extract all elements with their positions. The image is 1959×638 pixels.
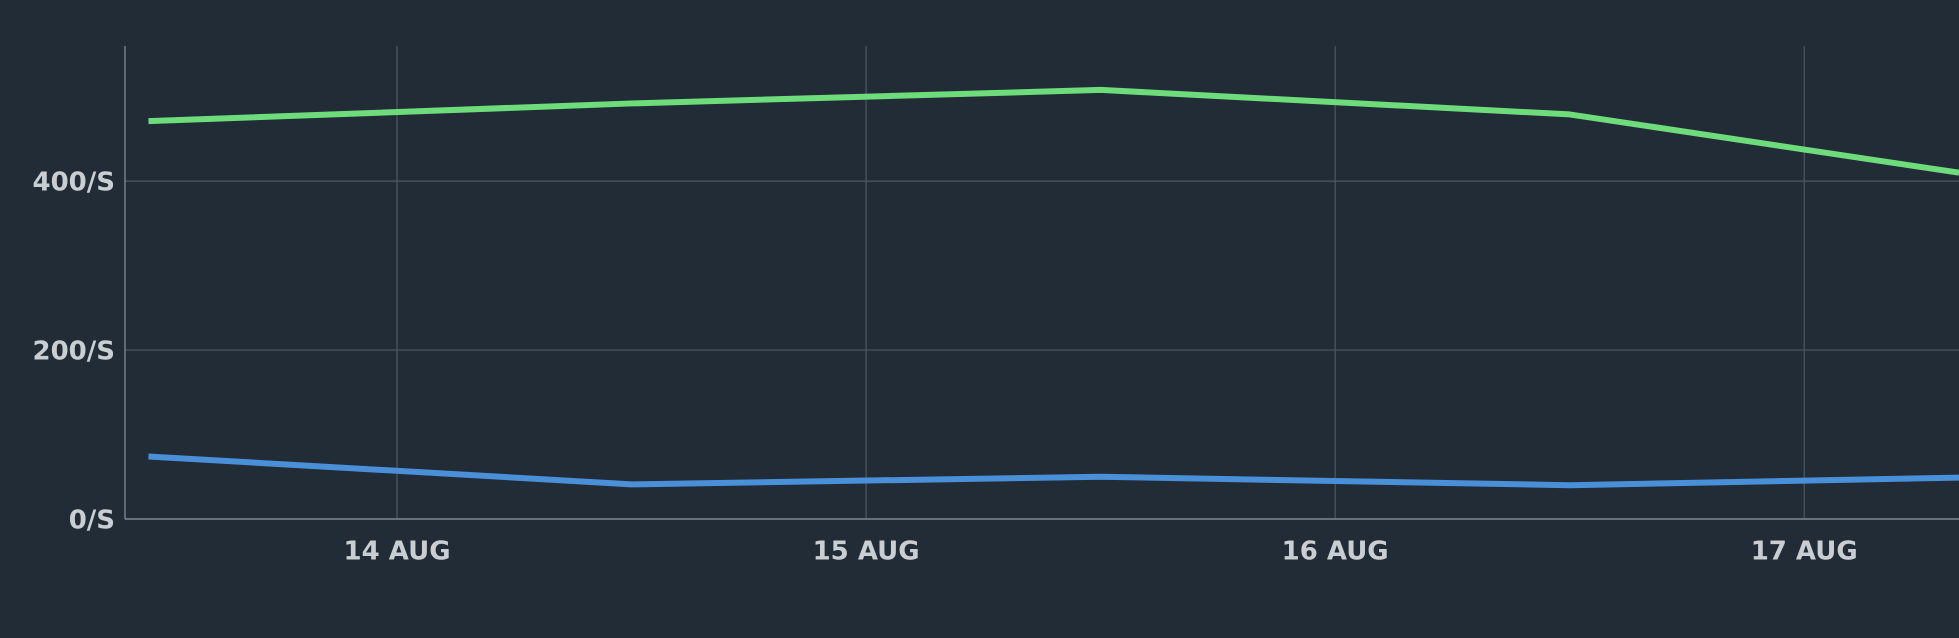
series-line xyxy=(148,86,1959,176)
series-line xyxy=(148,453,1959,489)
y-tick-label: 200/S xyxy=(33,337,116,367)
x-tick-label: 17 AUG xyxy=(1751,537,1858,567)
x-tick-label: 15 AUG xyxy=(813,537,920,567)
y-tick-label: 0/S xyxy=(69,506,115,536)
x-tick-label: 14 AUG xyxy=(344,537,451,567)
y-tick-label: 400/S xyxy=(33,168,116,198)
x-tick-label: 16 AUG xyxy=(1282,537,1389,567)
